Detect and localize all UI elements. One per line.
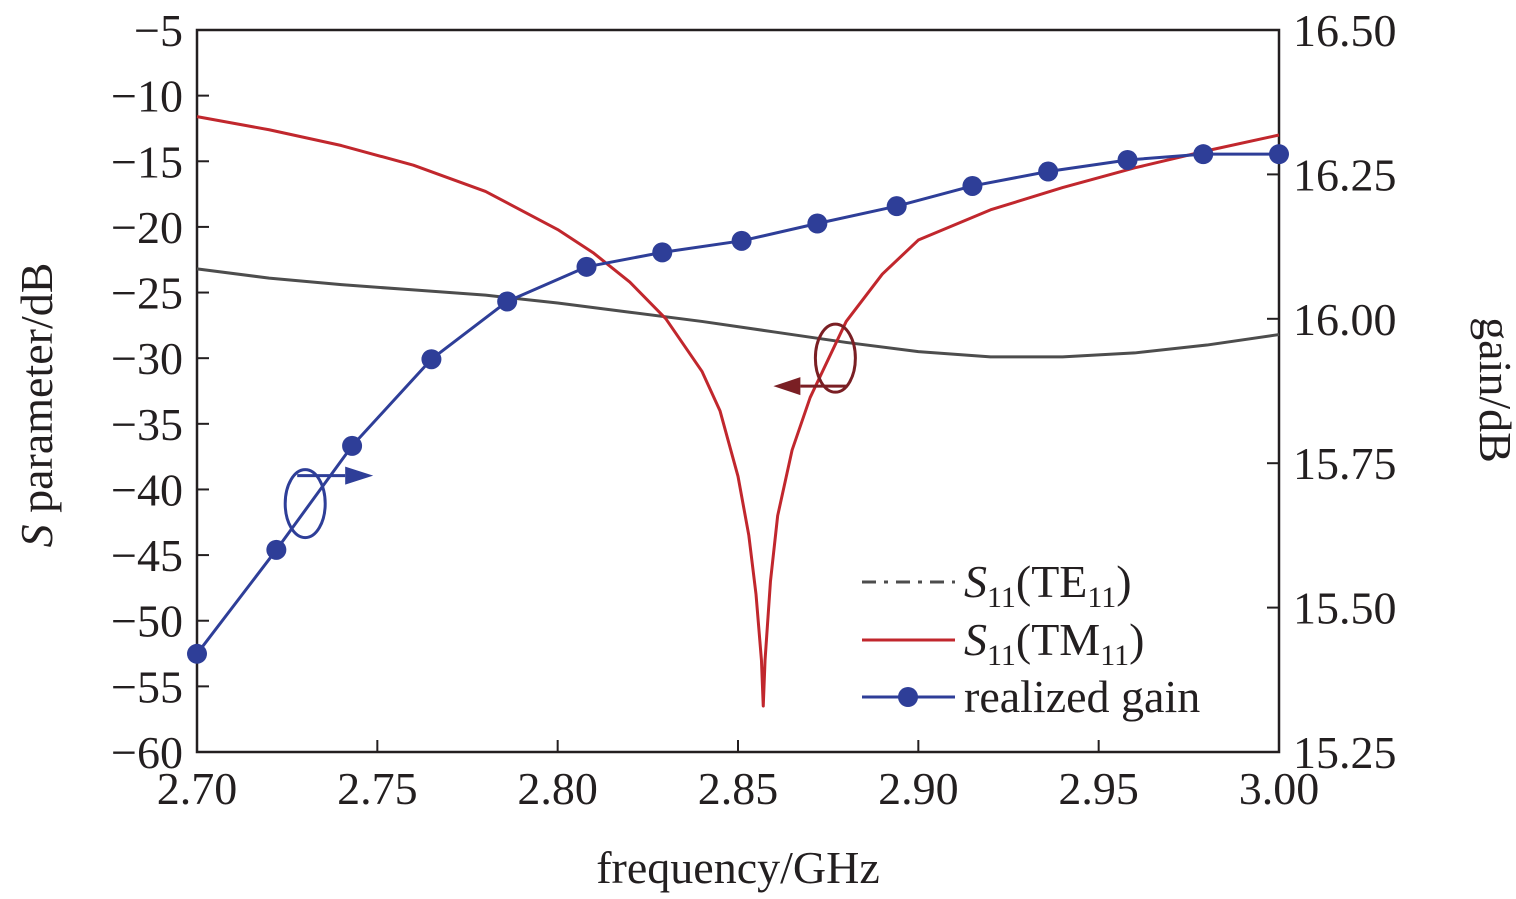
left-y-tick-label: −40 — [111, 464, 183, 515]
series-line-te11 — [196, 267, 1280, 359]
legend-marker-gain — [898, 687, 918, 707]
right-y-tick-label: 15.75 — [1293, 438, 1397, 489]
data-point-gain — [1117, 149, 1138, 170]
data-point-gain — [266, 539, 287, 560]
legend-tm11-sub2: 11 — [1100, 639, 1129, 672]
left-y-tick-label: −35 — [111, 399, 183, 450]
left-y-tick-label: −45 — [111, 530, 183, 581]
right-y-tick-label: 16.00 — [1293, 294, 1397, 345]
legend-te11-sub2: 11 — [1087, 581, 1116, 614]
data-point-gain — [652, 242, 673, 263]
left-y-axis-title-rest: parameter/dB — [11, 263, 62, 525]
left-y-tick-label: −30 — [111, 333, 183, 384]
annotation-ellipse-left — [813, 322, 857, 394]
left-y-axis-title: S parameter/dB — [11, 263, 62, 548]
right-y-ticks: 16.50 16.25 16.00 15.75 15.50 15.25 — [1267, 5, 1397, 778]
left-y-tick-label: −20 — [111, 202, 183, 253]
annotation-ellipse-right — [283, 468, 327, 540]
data-point-gain — [342, 435, 363, 456]
right-y-tick-label: 16.50 — [1293, 5, 1397, 56]
data-point-gain — [421, 349, 442, 370]
legend-te11-close: ) — [1116, 556, 1131, 607]
x-tick-label: 2.90 — [878, 763, 959, 814]
left-y-tick-label: −5 — [134, 5, 183, 56]
legend-tm11-close: ) — [1129, 614, 1144, 665]
data-point-gain — [576, 256, 597, 277]
right-y-tick-label: 15.25 — [1293, 727, 1397, 778]
annotation-arrow-head-left — [773, 377, 801, 396]
series-layer — [187, 115, 1289, 708]
legend: S11(TE11) S11(TM11) realized gain — [862, 556, 1200, 722]
data-point-gain — [807, 213, 828, 234]
left-y-tick-label: −15 — [111, 136, 183, 187]
legend-label-gain: realized gain — [964, 671, 1200, 722]
x-tick-label: 2.75 — [337, 763, 418, 814]
right-y-axis-title: gain/dB — [1470, 317, 1516, 463]
x-tick-label: 2.70 — [157, 763, 238, 814]
left-y-ticks: −5 −10 −15 −20 −25 −30 −35 −40 −45 −50 −55 −60 — [111, 5, 209, 778]
data-point-gain — [1038, 161, 1059, 182]
legend-item-te11: S11(TE11) — [862, 556, 1132, 614]
data-point-gain — [962, 175, 983, 196]
x-tick-label: 2.95 — [1058, 763, 1139, 814]
right-y-tick-label: 15.50 — [1293, 583, 1397, 634]
data-point-gain — [731, 230, 752, 251]
legend-tm11-mode: (TM — [1016, 614, 1100, 665]
legend-tm11-sub1: 11 — [987, 639, 1016, 672]
data-point-gain — [886, 196, 907, 217]
annotations-layer — [283, 322, 857, 540]
data-point-gain — [1269, 144, 1289, 165]
left-y-tick-label: −60 — [111, 727, 183, 778]
left-y-tick-label: −10 — [111, 71, 183, 122]
x-tick-label: 2.80 — [517, 763, 598, 814]
right-y-tick-label: 16.25 — [1293, 149, 1397, 200]
left-y-tick-label: −50 — [111, 596, 183, 647]
legend-tm11-s: S — [964, 614, 987, 665]
legend-item-tm11: S11(TM11) — [862, 614, 1144, 672]
data-point-gain — [497, 291, 518, 312]
x-ticks: 2.70 2.75 2.80 2.85 2.90 2.95 3.00 — [157, 740, 1320, 814]
series-line-tm11 — [196, 115, 1280, 708]
left-y-tick-label: −25 — [111, 268, 183, 319]
x-axis-title: frequency/GHz — [596, 842, 880, 893]
legend-te11-mode: (TE — [1016, 556, 1088, 607]
legend-label-te11: S11(TE11) — [964, 556, 1132, 614]
left-y-tick-label: −55 — [111, 661, 183, 712]
left-y-axis-title-italic: S — [11, 524, 62, 547]
x-tick-label: 2.85 — [698, 763, 779, 814]
legend-te11-s: S — [964, 556, 987, 607]
legend-te11-sub1: 11 — [987, 581, 1016, 614]
legend-label-tm11: S11(TM11) — [964, 614, 1144, 672]
legend-item-gain: realized gain — [862, 671, 1200, 722]
data-point-gain — [187, 643, 207, 664]
data-point-gain — [1193, 144, 1214, 165]
annotation-arrow-head-right — [345, 466, 374, 485]
x-tick-label: 3.00 — [1239, 763, 1320, 814]
